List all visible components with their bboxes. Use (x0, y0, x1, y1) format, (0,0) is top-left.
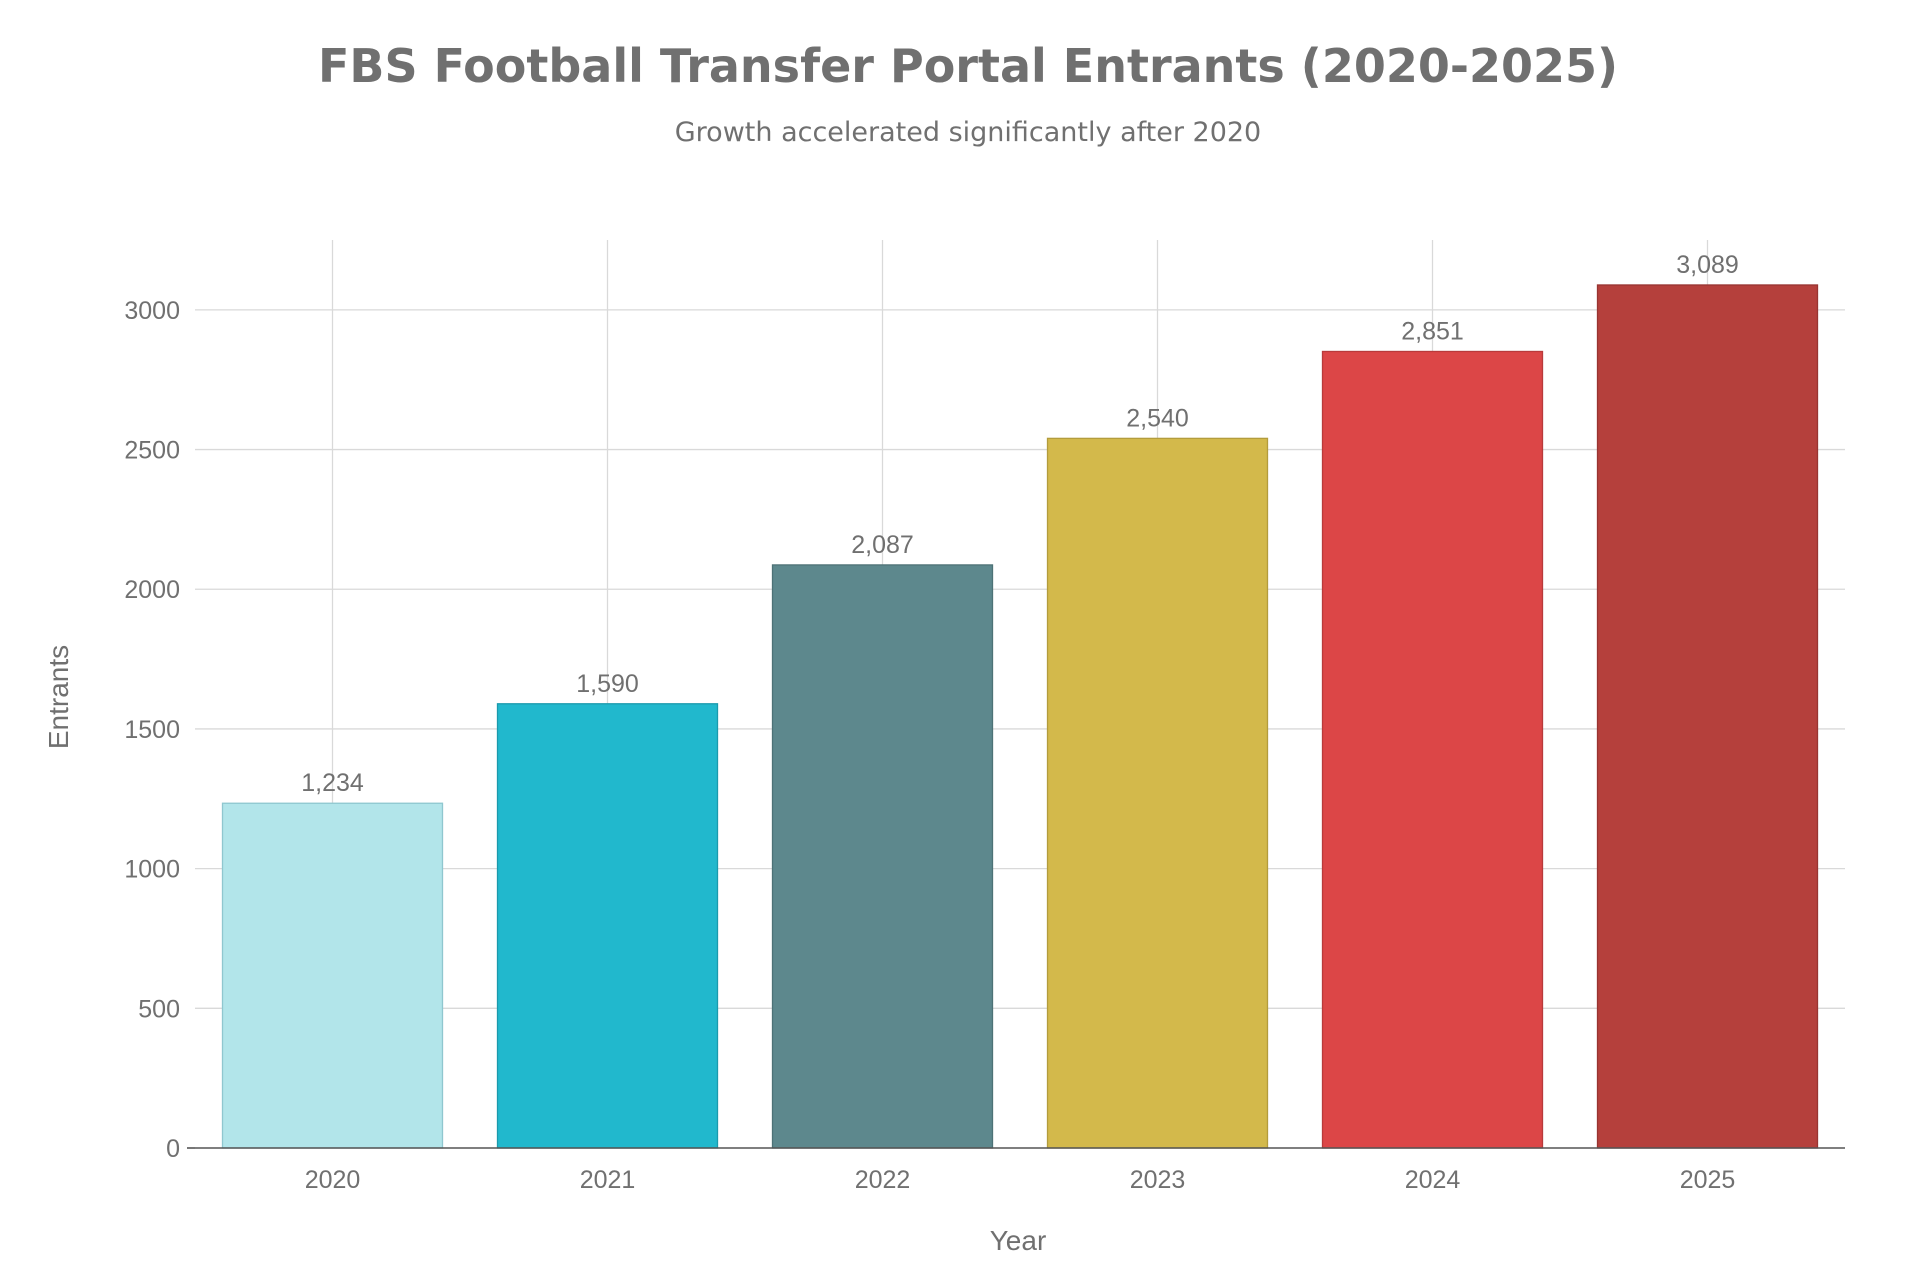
x-tick-label: 2025 (1680, 1166, 1736, 1194)
chart-subtitle: Growth accelerated significantly after 2… (675, 117, 1262, 148)
x-tick-label: 2023 (1130, 1166, 1186, 1194)
bar-value-label: 2,087 (851, 531, 914, 559)
chart-title: FBS Football Transfer Portal Entrants (2… (318, 39, 1618, 93)
y-tick-label: 2000 (124, 576, 180, 604)
x-tick-label: 2021 (580, 1166, 636, 1194)
bar-value-label: 2,540 (1126, 404, 1189, 432)
data-labels: 1,234 1,590 2,087 2,540 2,851 3,089 (301, 251, 1739, 797)
bar (771, 564, 994, 1149)
bar (1596, 284, 1819, 1149)
y-tick-label: 1500 (124, 716, 180, 744)
x-axis-ticks: 2020 2021 2022 2023 2024 2025 (305, 1166, 1736, 1194)
y-tick-label: 500 (138, 995, 180, 1023)
y-tick-label: 0 (166, 1135, 180, 1163)
y-tick-label: 1000 (124, 856, 180, 884)
bar-value-label: 1,590 (576, 670, 639, 698)
y-tick-label: 2500 (124, 437, 180, 465)
bar (1046, 437, 1269, 1149)
x-tick-label: 2024 (1405, 1166, 1461, 1194)
x-axis-label: Year (990, 1225, 1047, 1256)
y-axis-ticks: 0 500 1000 1500 2000 2500 3000 (124, 297, 195, 1163)
bar (496, 703, 719, 1149)
y-axis-label: Entrants (43, 645, 74, 749)
bar (1321, 350, 1544, 1149)
y-tick-label: 3000 (124, 297, 180, 325)
x-tick-label: 2022 (855, 1166, 911, 1194)
bar-value-label: 3,089 (1676, 251, 1739, 279)
bar-value-label: 2,851 (1401, 317, 1464, 345)
x-tick-label: 2020 (305, 1166, 361, 1194)
bars (221, 284, 1819, 1149)
bar-value-label: 1,234 (301, 769, 364, 797)
bar (221, 802, 444, 1149)
